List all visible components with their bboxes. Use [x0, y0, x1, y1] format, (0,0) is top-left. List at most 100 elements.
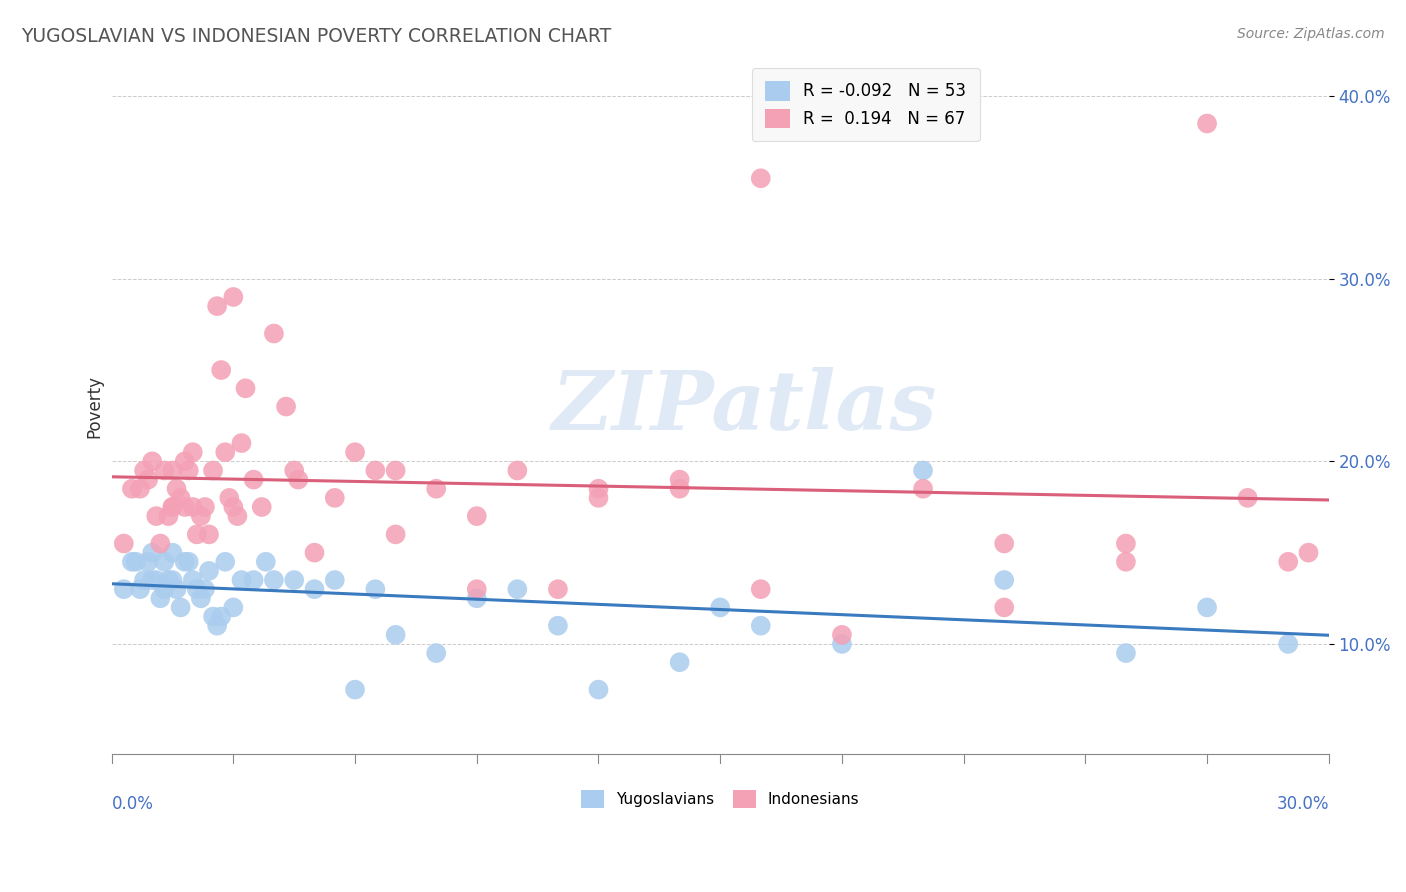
- Point: [323, 573, 346, 587]
- Point: [1197, 600, 1219, 615]
- Point: [283, 463, 305, 477]
- Point: [177, 555, 200, 569]
- Point: [136, 555, 159, 569]
- Point: [121, 482, 143, 496]
- Point: [186, 527, 208, 541]
- Legend: Yugoslavians, Indonesians: Yugoslavians, Indonesians: [574, 782, 868, 815]
- Point: [214, 555, 236, 569]
- Point: [136, 473, 159, 487]
- Point: [145, 509, 167, 524]
- Point: [465, 509, 488, 524]
- Text: 0.0%: 0.0%: [111, 795, 153, 814]
- Point: [214, 445, 236, 459]
- Point: [205, 618, 228, 632]
- Point: [177, 463, 200, 477]
- Point: [162, 546, 184, 560]
- Point: [993, 573, 1015, 587]
- Point: [254, 555, 277, 569]
- Point: [235, 381, 257, 395]
- Point: [209, 609, 232, 624]
- Point: [190, 509, 212, 524]
- Point: [588, 491, 610, 505]
- Point: [274, 400, 297, 414]
- Point: [149, 591, 172, 606]
- Point: [141, 454, 163, 468]
- Point: [588, 482, 610, 496]
- Point: [141, 546, 163, 560]
- Point: [129, 482, 152, 496]
- Point: [162, 573, 184, 587]
- Point: [112, 582, 135, 597]
- Point: [912, 482, 935, 496]
- Point: [181, 500, 204, 514]
- Point: [425, 646, 447, 660]
- Point: [993, 536, 1015, 550]
- Point: [465, 591, 488, 606]
- Point: [162, 500, 184, 514]
- Point: [668, 655, 690, 669]
- Point: [1277, 555, 1299, 569]
- Point: [132, 463, 155, 477]
- Point: [250, 500, 273, 514]
- Point: [547, 618, 569, 632]
- Point: [157, 509, 180, 524]
- Point: [153, 463, 176, 477]
- Text: Source: ZipAtlas.com: Source: ZipAtlas.com: [1237, 27, 1385, 41]
- Point: [831, 637, 853, 651]
- Point: [125, 555, 148, 569]
- Point: [749, 582, 772, 597]
- Text: 30.0%: 30.0%: [1277, 795, 1329, 814]
- Point: [304, 546, 326, 560]
- Point: [166, 582, 188, 597]
- Point: [129, 582, 152, 597]
- Point: [121, 555, 143, 569]
- Point: [709, 600, 731, 615]
- Point: [141, 573, 163, 587]
- Point: [993, 600, 1015, 615]
- Point: [263, 573, 285, 587]
- Point: [153, 582, 176, 597]
- Point: [425, 482, 447, 496]
- Point: [912, 463, 935, 477]
- Point: [384, 628, 406, 642]
- Point: [384, 527, 406, 541]
- Point: [465, 582, 488, 597]
- Point: [749, 618, 772, 632]
- Point: [153, 555, 176, 569]
- Point: [157, 573, 180, 587]
- Point: [205, 299, 228, 313]
- Point: [222, 500, 245, 514]
- Point: [668, 482, 690, 496]
- Point: [588, 682, 610, 697]
- Point: [344, 445, 367, 459]
- Text: ZIPatlas: ZIPatlas: [551, 367, 938, 447]
- Point: [506, 582, 529, 597]
- Point: [304, 582, 326, 597]
- Point: [181, 445, 204, 459]
- Point: [149, 536, 172, 550]
- Point: [132, 573, 155, 587]
- Point: [169, 491, 191, 505]
- Point: [198, 564, 221, 578]
- Point: [218, 491, 240, 505]
- Point: [263, 326, 285, 341]
- Point: [162, 500, 184, 514]
- Point: [202, 463, 225, 477]
- Point: [364, 463, 387, 477]
- Point: [173, 500, 195, 514]
- Point: [749, 171, 772, 186]
- Point: [283, 573, 305, 587]
- Point: [242, 573, 264, 587]
- Point: [344, 682, 367, 697]
- Point: [222, 290, 245, 304]
- Point: [323, 491, 346, 505]
- Y-axis label: Poverty: Poverty: [86, 375, 103, 438]
- Point: [198, 527, 221, 541]
- Point: [547, 582, 569, 597]
- Point: [364, 582, 387, 597]
- Point: [1115, 555, 1137, 569]
- Point: [194, 582, 217, 597]
- Point: [1197, 116, 1219, 130]
- Point: [831, 628, 853, 642]
- Point: [1115, 646, 1137, 660]
